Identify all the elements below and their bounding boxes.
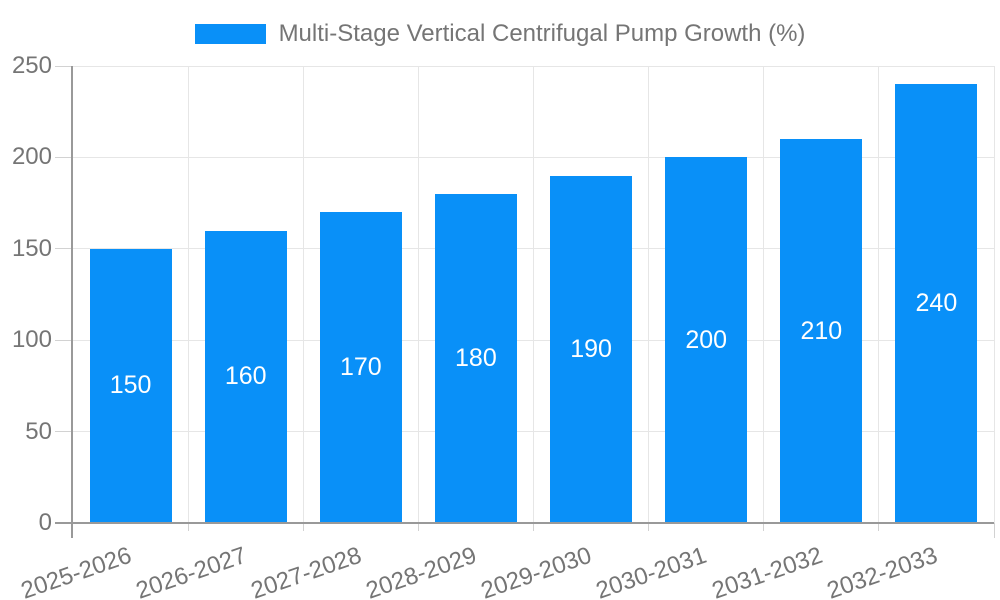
x-tick [533,523,534,531]
x-tick [648,523,650,531]
x-tick [417,523,419,531]
bar-value-label: 240 [915,289,958,318]
bar[interactable]: 190 [550,175,633,523]
y-tick [55,156,73,158]
x-category-label: 2028-2029 [362,541,481,600]
x-category-label: 2027-2028 [247,541,366,600]
bar[interactable]: 160 [204,230,287,523]
y-tick [55,65,73,67]
x-gridline [763,66,765,523]
x-gridline [878,66,880,523]
x-category-label: 2025-2026 [17,541,135,600]
bar[interactable]: 200 [665,157,748,523]
y-tick-label: 0 [38,509,52,536]
bar-value-label: 150 [109,371,152,400]
x-category-label: 2031-2032 [708,541,826,600]
bar[interactable]: 150 [89,248,172,523]
x-category-label: 2029-2030 [478,541,596,600]
legend-item[interactable]: Multi-Stage Vertical Centrifugal Pump Gr… [194,20,806,48]
bar-value-label: 210 [800,316,843,345]
x-category-label: 2026-2027 [132,541,250,600]
x-tick [187,523,189,531]
x-gridline [648,66,650,523]
x-tick [302,523,304,531]
bar-value-label: 170 [339,353,382,382]
bar-value-label: 200 [685,325,728,354]
y-tick-label: 250 [11,52,52,79]
y-tick [55,248,73,250]
bar[interactable]: 240 [895,84,978,523]
legend: Multi-Stage Vertical Centrifugal Pump Gr… [0,20,1000,48]
x-gridline [993,66,995,523]
y-tick [55,339,73,341]
x-tick [993,523,995,538]
bar[interactable]: 170 [319,212,402,523]
bar-value-label: 190 [570,334,612,363]
y-axis-line [71,66,73,538]
x-category-label: 2032-2033 [823,541,941,600]
x-gridline [187,66,189,523]
bar[interactable]: 180 [434,194,517,523]
x-tick [763,523,765,531]
x-category-label: 2030-2031 [593,541,711,600]
y-tick-label: 150 [11,234,52,262]
x-gridline [417,66,419,523]
legend-swatch-icon [194,24,266,44]
x-axis-line [55,522,994,524]
y-tick-label: 50 [25,417,52,445]
y-tick-label: 200 [11,143,52,171]
y-tick [55,431,73,433]
bar-value-label: 180 [455,344,497,372]
x-tick [878,523,880,531]
x-gridline [533,66,534,523]
x-gridline [302,66,304,523]
y-tick-label: 100 [11,326,52,354]
bar[interactable]: 210 [780,139,863,523]
bar-value-label: 160 [224,362,267,391]
legend-label: Multi-Stage Vertical Centrifugal Pump Gr… [278,20,806,47]
